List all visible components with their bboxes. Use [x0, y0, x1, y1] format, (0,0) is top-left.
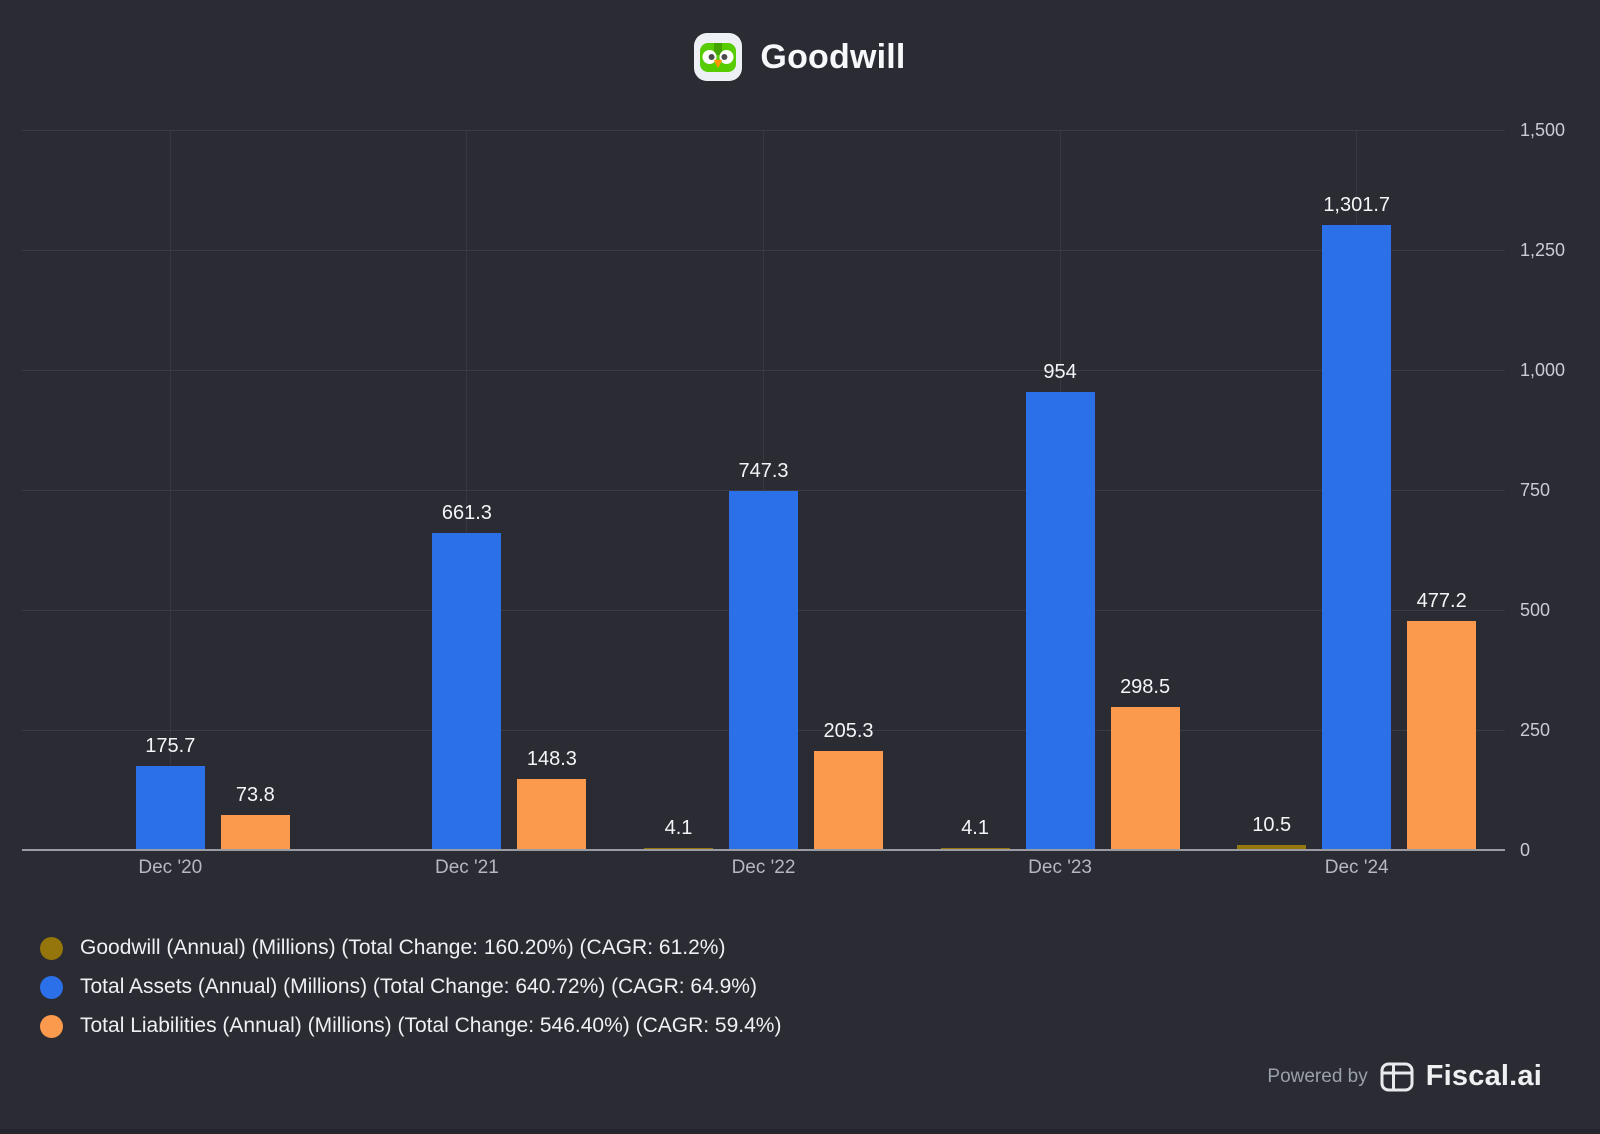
- duolingo-app-icon: [694, 33, 743, 81]
- y-axis-tick-label: 1,000: [1520, 360, 1566, 380]
- chart-legend: Goodwill (Annual) (Millions) (Total Chan…: [40, 935, 781, 1039]
- x-axis-category-label: Dec '21: [434, 857, 499, 878]
- bar-value-label: 747.3: [738, 460, 789, 483]
- bar[interactable]: [814, 751, 883, 850]
- gridline-vertical: [466, 130, 468, 850]
- bar[interactable]: [517, 778, 587, 850]
- bar-value-label: 661.3: [441, 501, 492, 524]
- bar-value-label: 1,301.7: [1323, 194, 1391, 217]
- bar[interactable]: [1025, 392, 1095, 850]
- legend-color-dot: [40, 975, 63, 999]
- bar-value-label: 477.2: [1416, 589, 1467, 612]
- gridline-vertical: [169, 130, 171, 850]
- y-axis-tick-label: 1,250: [1520, 240, 1566, 260]
- bar[interactable]: [1110, 706, 1180, 850]
- bar-value-label: 148.3: [526, 747, 577, 770]
- bar[interactable]: [135, 765, 205, 850]
- bar[interactable]: [1237, 844, 1307, 850]
- fiscal-ai-brand-link[interactable]: Fiscal.ai: [1425, 1060, 1542, 1092]
- legend-label: Total Liabilities (Annual) (Millions) (T…: [80, 1014, 782, 1037]
- powered-by-label: Powered by: [1267, 1065, 1368, 1087]
- legend-item[interactable]: Total Liabilities (Annual) (Millions) (T…: [40, 1013, 781, 1039]
- bar-value-label: 205.3: [823, 720, 874, 743]
- legend-color-dot: [40, 1014, 63, 1038]
- fiscal-ai-logo-icon: [1380, 1062, 1414, 1091]
- bar-value-label: 954: [1043, 361, 1077, 384]
- bar[interactable]: [432, 532, 502, 850]
- y-axis-tick-label: 750: [1520, 480, 1551, 500]
- bottom-edge-strip: [0, 1129, 1600, 1134]
- x-axis-category-label: Dec '22: [731, 857, 796, 878]
- y-axis-tick-label: 1,500: [1520, 120, 1566, 140]
- y-axis-tick-label: 500: [1520, 600, 1551, 620]
- gridline-vertical: [763, 130, 764, 850]
- bar-value-label: 10.5: [1252, 813, 1292, 836]
- bar[interactable]: [220, 814, 290, 850]
- legend-color-dot: [40, 936, 63, 960]
- bar[interactable]: [1407, 620, 1477, 850]
- legend-item[interactable]: Goodwill (Annual) (Millions) (Total Chan…: [40, 935, 781, 961]
- x-axis-category-label: Dec '24: [1324, 857, 1389, 878]
- bar-value-label: 73.8: [235, 783, 275, 806]
- bar[interactable]: [729, 491, 798, 850]
- watermark-footer: Powered by Fiscal.ai: [1267, 1060, 1542, 1093]
- x-axis-baseline: [22, 849, 1505, 851]
- bar-value-label: 298.5: [1120, 675, 1171, 698]
- bar[interactable]: [1322, 225, 1392, 850]
- x-axis-category-label: Dec '23: [1028, 857, 1092, 878]
- bar-value-label: 175.7: [145, 734, 196, 757]
- page-title: Goodwill: [760, 37, 906, 76]
- bar-value-label: 4.1: [961, 817, 989, 839]
- legend-label: Goodwill (Annual) (Millions) (Total Chan…: [80, 936, 726, 959]
- x-axis-category-label: Dec '20: [138, 857, 203, 878]
- legend-label: Total Assets (Annual) (Millions) (Total …: [80, 975, 757, 998]
- y-axis-tick-label: 0: [1520, 840, 1531, 860]
- y-axis-tick-label: 250: [1520, 720, 1551, 740]
- chart-header: Goodwill: [0, 30, 1600, 84]
- legend-item[interactable]: Total Assets (Annual) (Millions) (Total …: [40, 974, 781, 1000]
- bar-value-label: 4.1: [664, 817, 693, 839]
